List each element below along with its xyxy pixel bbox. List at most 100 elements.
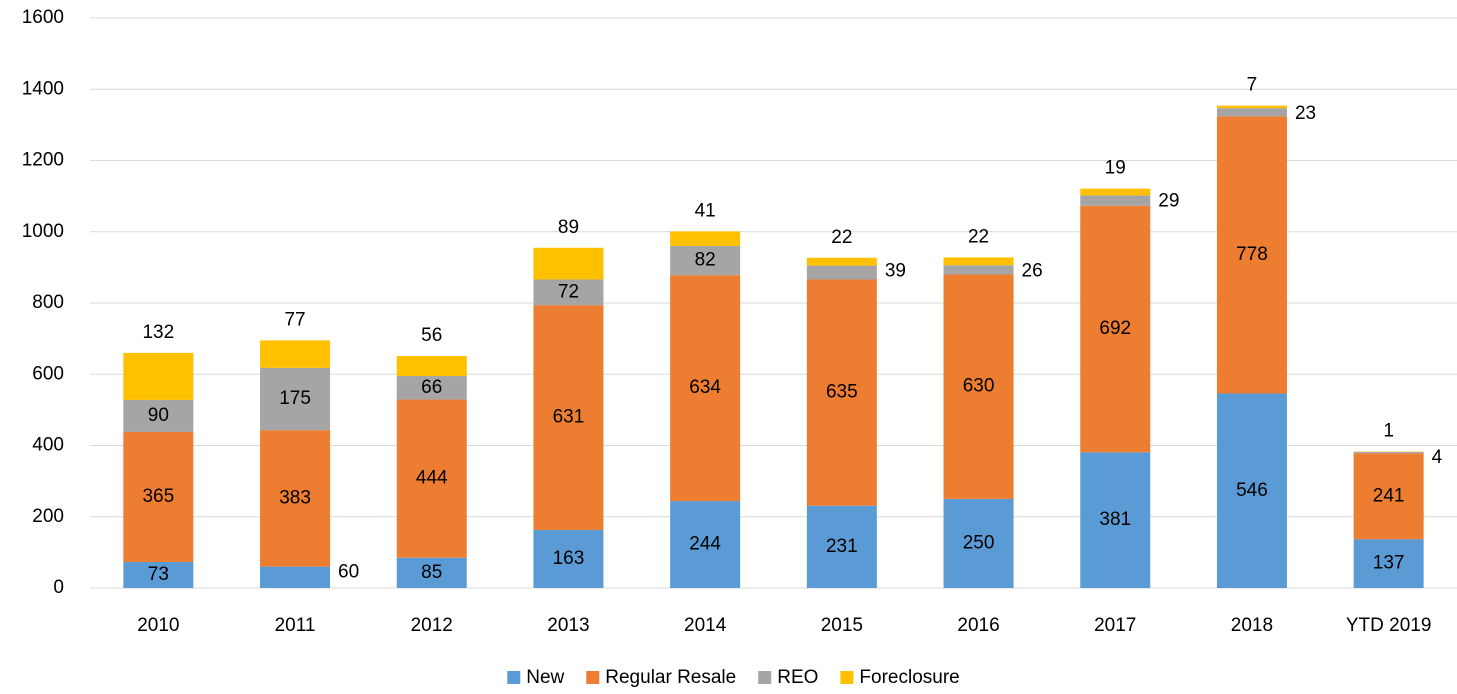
bar-segment — [260, 367, 331, 431]
bar-segment — [123, 561, 194, 588]
y-tick-label: 1000 — [22, 221, 64, 242]
legend-swatch — [507, 671, 521, 684]
data-label: 77 — [284, 309, 305, 330]
data-label: 19 — [1105, 158, 1126, 179]
bar-segment — [943, 257, 1014, 266]
data-label: 39 — [885, 261, 906, 282]
legend-label: Foreclosure — [859, 667, 959, 688]
data-label: 26 — [1022, 260, 1043, 281]
data-label: 22 — [968, 226, 989, 247]
bar-segment — [260, 566, 331, 588]
data-label: 22 — [831, 227, 852, 248]
bar-segment — [396, 399, 467, 558]
legend-swatch — [758, 671, 772, 684]
data-label: 4 — [1432, 447, 1443, 468]
data-label: 90 — [148, 405, 169, 426]
y-tick-label: 1400 — [22, 78, 64, 99]
bar-segment — [1216, 116, 1287, 394]
data-label: 41 — [695, 200, 716, 221]
data-label: 692 — [1099, 318, 1131, 339]
y-tick-label: 400 — [32, 435, 64, 456]
bar-segment — [806, 279, 877, 506]
bar-segment — [396, 557, 467, 588]
data-label: 546 — [1236, 480, 1268, 501]
data-label: 29 — [1158, 190, 1179, 211]
bar-segment — [1080, 452, 1151, 588]
bar-segment — [1216, 393, 1287, 588]
y-tick-label: 800 — [32, 292, 64, 313]
bar-segment — [943, 265, 1014, 275]
data-label: 631 — [553, 407, 585, 428]
bar-segment — [123, 431, 194, 562]
bar-segment — [123, 399, 194, 432]
bar-segment — [670, 231, 741, 246]
data-label: 634 — [689, 377, 721, 398]
bar-segment — [1353, 451, 1424, 454]
x-tick-label: 2016 — [957, 615, 999, 636]
legend-label: New — [526, 667, 564, 688]
data-label: 231 — [826, 536, 858, 557]
bar-segment — [1353, 453, 1424, 540]
data-label: 250 — [963, 532, 995, 553]
data-label: 85 — [421, 562, 442, 583]
legend-swatch — [840, 671, 854, 684]
bar-segment — [123, 352, 194, 400]
data-label: 56 — [421, 325, 442, 346]
y-tick-label: 600 — [32, 363, 64, 384]
bar-segment — [806, 257, 877, 266]
legend-label: Regular Resale — [605, 667, 736, 688]
data-label: 381 — [1099, 509, 1131, 530]
bar-segment — [1080, 205, 1151, 453]
data-label: 60 — [338, 562, 359, 583]
data-label: 137 — [1373, 553, 1405, 574]
x-tick-label: YTD 2019 — [1346, 615, 1432, 636]
y-tick-label: 200 — [32, 506, 64, 527]
legend-label: REO — [777, 667, 818, 688]
data-label: 175 — [279, 388, 311, 409]
data-label: 73 — [148, 564, 169, 585]
bar-segment — [1216, 105, 1287, 109]
bar-segment — [670, 246, 741, 276]
bar-segment — [533, 279, 604, 306]
bar-segment — [1216, 108, 1287, 117]
bar-segment — [806, 265, 877, 280]
bar-segment — [670, 501, 741, 588]
x-tick-label: 2013 — [547, 615, 589, 636]
y-tick-label: 0 — [53, 577, 64, 598]
bar-segment — [1080, 188, 1151, 196]
data-label: 630 — [963, 376, 995, 397]
data-label: 444 — [416, 468, 448, 489]
x-tick-label: 2017 — [1094, 615, 1136, 636]
data-label: 89 — [558, 217, 579, 238]
bar-segment — [806, 505, 877, 588]
bar-segment — [396, 376, 467, 400]
legend-swatch — [586, 671, 600, 684]
bar-segment — [533, 529, 604, 588]
data-label: 23 — [1295, 103, 1316, 124]
bar-segment — [260, 340, 331, 368]
data-label: 383 — [279, 487, 311, 508]
x-tick-label: 2014 — [684, 615, 727, 636]
bar-segment — [943, 274, 1014, 499]
x-tick-label: 2018 — [1231, 615, 1273, 636]
bar-segment — [1353, 539, 1424, 588]
x-tick-label: 2011 — [275, 615, 316, 636]
data-label: 66 — [421, 377, 442, 398]
bar-segment — [943, 498, 1014, 588]
data-label: 365 — [142, 486, 174, 507]
data-label: 241 — [1373, 485, 1405, 506]
data-label: 132 — [142, 322, 174, 343]
data-label: 7 — [1247, 75, 1258, 96]
x-tick-label: 2015 — [821, 615, 863, 636]
bar-segment — [396, 356, 467, 377]
bar-segment — [533, 247, 604, 280]
data-label: 778 — [1236, 244, 1268, 265]
bar-segment — [260, 430, 331, 567]
data-label: 82 — [695, 250, 716, 271]
data-label: 244 — [689, 534, 721, 555]
data-label: 635 — [826, 382, 858, 403]
bar-segment — [533, 305, 604, 530]
data-label: 72 — [558, 281, 579, 302]
data-label: 1 — [1383, 421, 1394, 442]
